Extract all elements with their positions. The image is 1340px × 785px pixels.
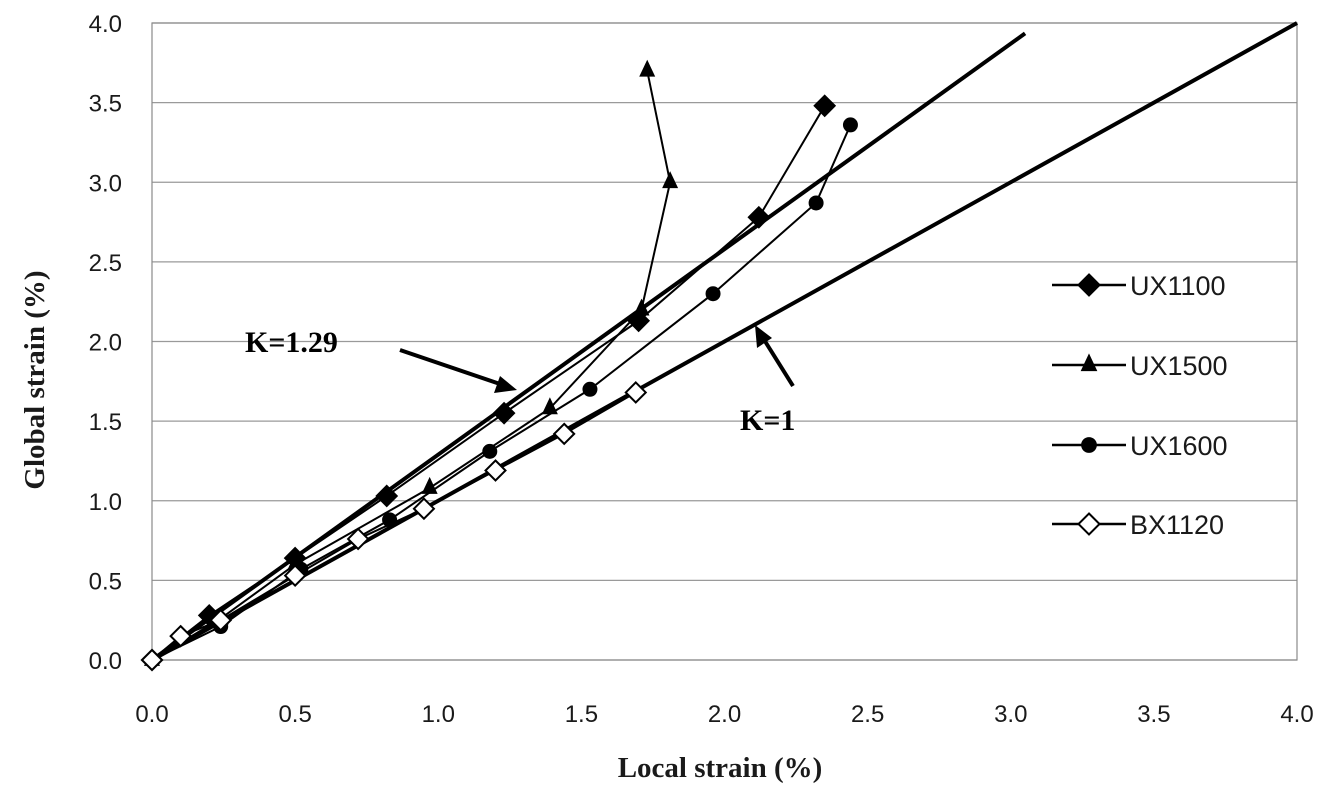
data-point-ux1100 [627, 309, 651, 333]
data-point-bx1120 [169, 624, 193, 648]
legend-label: BX1120 [1130, 510, 1224, 540]
annotation-arrow-k129 [399, 348, 501, 386]
x-tick-label: 2.5 [851, 701, 884, 728]
annotation-arrowhead-k129 [494, 376, 517, 393]
y-tick-label: 1.0 [89, 489, 122, 516]
y-tick-label: 1.5 [89, 409, 122, 436]
reference-line-k-1 [151, 21, 1298, 662]
x-tick-label: 3.5 [1137, 701, 1170, 728]
annotation-arrowhead-k1 [755, 325, 772, 348]
data-point-bx1120 [346, 527, 370, 551]
series-ux1500 [144, 59, 679, 666]
legend-label: UX1500 [1130, 351, 1228, 381]
y-tick-label: 2.5 [89, 250, 122, 277]
y-tick-label: 0.5 [89, 568, 122, 595]
series-line-ux1500 [151, 70, 672, 661]
series-line-ux1100 [151, 105, 826, 661]
data-point-bx1120 [283, 564, 307, 588]
data-point-ux1100 [813, 94, 837, 118]
legend-item-ux1100: UX1100 [1052, 271, 1226, 301]
legend-label: UX1100 [1130, 271, 1226, 301]
x-tick-label: 0.5 [278, 701, 311, 728]
x-tick-label: 0.0 [135, 701, 168, 728]
tick-labels: 0.0 0.5 1.0 1.5 2.0 2.5 3.0 3.5 4.0 0.0 0.5 1.0 1.5 2… [89, 11, 1314, 728]
x-tick-label: 1.0 [422, 701, 455, 728]
series-line-ux1600 [151, 124, 852, 661]
data-point-bx1120 [552, 422, 576, 446]
annotations: K=1.29 K=1 [245, 325, 795, 437]
data-point-ux1500 [639, 59, 656, 77]
legend-marker-bx1120 [1077, 512, 1101, 536]
legend-item-bx1120: BX1120 [1052, 510, 1224, 540]
x-tick-label: 1.5 [565, 701, 598, 728]
legend-item-ux1500: UX1500 [1052, 351, 1228, 381]
legend: UX1100 UX1500 UX1600 BX1120 [1052, 271, 1228, 540]
legend-item-ux1600: UX1600 [1052, 431, 1228, 461]
x-tick-label: 2.0 [708, 701, 741, 728]
y-tick-label: 0.0 [89, 648, 122, 675]
annotation-k1: K=1 [740, 404, 795, 437]
annotation-arrow-k1 [761, 336, 795, 388]
y-tick-label: 3.5 [89, 91, 122, 118]
data-point-ux1500 [662, 171, 679, 189]
data-point-bx1120 [209, 608, 233, 632]
x-tick-label: 4.0 [1280, 701, 1313, 728]
x-tick-label: 3.0 [994, 701, 1027, 728]
data-point-ux1600 [705, 286, 721, 302]
y-tick-label: 2.0 [89, 330, 122, 357]
data-point-ux1100 [747, 205, 771, 229]
legend-label: UX1600 [1130, 431, 1228, 461]
y-tick-label: 3.0 [89, 170, 122, 197]
y-tick-label: 4.0 [89, 11, 122, 38]
annotation-k129: K=1.29 [245, 326, 338, 359]
data-point-ux1600 [842, 117, 858, 133]
data-point-ux1100 [375, 484, 399, 508]
series-layer [140, 59, 858, 672]
data-point-ux1500 [633, 298, 650, 316]
legend-marker-ux1100 [1077, 273, 1101, 297]
series-ux1600 [144, 117, 858, 668]
y-axis-title: Global strain (%) [19, 270, 51, 489]
data-point-ux1600 [808, 195, 824, 211]
data-point-bx1120 [624, 381, 648, 404]
series-bx1120 [140, 381, 648, 672]
legend-marker-ux1600 [1081, 437, 1097, 453]
data-point-bx1120 [140, 648, 164, 672]
data-point-ux1600 [482, 443, 498, 459]
legend-marker-ux1500 [1080, 353, 1098, 372]
data-point-bx1120 [484, 459, 507, 482]
data-point-ux1600 [582, 381, 598, 397]
x-axis-title: Local strain (%) [618, 752, 823, 784]
data-point-ux1100 [492, 401, 516, 425]
plot-frame [151, 22, 1298, 661]
data-point-bx1120 [412, 497, 436, 521]
